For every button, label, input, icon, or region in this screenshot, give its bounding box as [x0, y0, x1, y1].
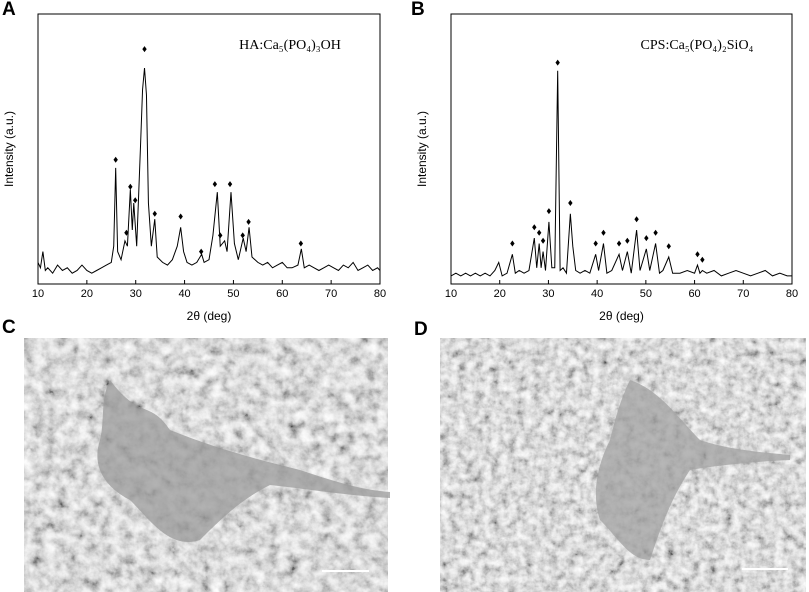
- spectrum-line: [37, 67, 381, 275]
- peak-marker: [212, 181, 218, 188]
- x-tick-label: 70: [325, 288, 337, 300]
- peak-marker: [666, 243, 671, 250]
- x-tick-label: 30: [542, 288, 554, 300]
- y-axis-label: Intensity (a.u.): [415, 111, 429, 187]
- x-tick-label: 40: [178, 288, 190, 300]
- x-tick-label: 60: [276, 288, 288, 300]
- peak-marker: [546, 208, 552, 215]
- x-axis-label: 2θ (deg): [599, 309, 644, 323]
- peak-marker: [133, 197, 138, 204]
- annotation: HA:Ca₅(PO₄)₃OH: [239, 38, 341, 53]
- peak-marker: [695, 251, 700, 258]
- sem-image: [440, 338, 806, 592]
- peak-marker: [142, 46, 147, 53]
- x-tick-label: 40: [591, 288, 603, 300]
- peak-marker: [246, 218, 251, 225]
- peak-marker: [532, 224, 537, 231]
- annotation: CPS:Ca₅(PO₄)₂SiO₄: [641, 38, 754, 53]
- peak-marker: [218, 232, 223, 239]
- peak-marker: [634, 216, 639, 223]
- peak-marker: [568, 200, 573, 206]
- peak-marker: [152, 210, 157, 217]
- peak-marker: [198, 248, 204, 255]
- peak-marker: [510, 240, 515, 247]
- x-tick-label: 50: [640, 288, 652, 300]
- x-tick-label: 30: [130, 288, 142, 300]
- panel-label: C: [2, 317, 16, 338]
- peak-marker: [113, 156, 118, 163]
- peak-marker: [227, 181, 233, 188]
- peak-marker: [298, 240, 304, 247]
- x-tick-label: 70: [737, 288, 749, 300]
- peak-marker: [644, 235, 649, 242]
- peak-marker: [700, 256, 705, 263]
- peak-marker: [128, 183, 133, 190]
- peak-marker: [536, 229, 542, 236]
- plot-frame: [37, 13, 381, 285]
- plot-frame: [450, 13, 793, 285]
- peak-marker: [653, 229, 658, 236]
- peak-marker: [593, 240, 598, 247]
- x-tick-label: 80: [786, 288, 798, 300]
- panel-label: B: [411, 0, 425, 20]
- x-tick-label: 50: [227, 288, 239, 300]
- peak-marker: [625, 237, 630, 244]
- panel-label: D: [414, 319, 428, 340]
- x-tick-label: 20: [81, 288, 93, 300]
- x-tick-label: 10: [32, 288, 44, 300]
- peak-marker: [178, 213, 183, 220]
- x-axis-label: 2θ (deg): [187, 309, 232, 323]
- peak-marker: [616, 240, 622, 247]
- x-tick-label: 60: [688, 288, 700, 300]
- peak-marker: [540, 237, 546, 244]
- y-axis-label: Intensity (a.u.): [2, 111, 16, 187]
- x-tick-label: 10: [445, 288, 457, 300]
- spectrum-line: [450, 70, 792, 277]
- peak-marker: [240, 232, 245, 239]
- peak-marker: [124, 229, 129, 236]
- peak-marker: [555, 59, 560, 66]
- sem-image: [24, 338, 390, 592]
- panel-label: A: [2, 0, 16, 20]
- x-tick-label: 20: [494, 288, 506, 300]
- x-tick-label: 80: [374, 288, 386, 300]
- peak-marker: [601, 229, 606, 236]
